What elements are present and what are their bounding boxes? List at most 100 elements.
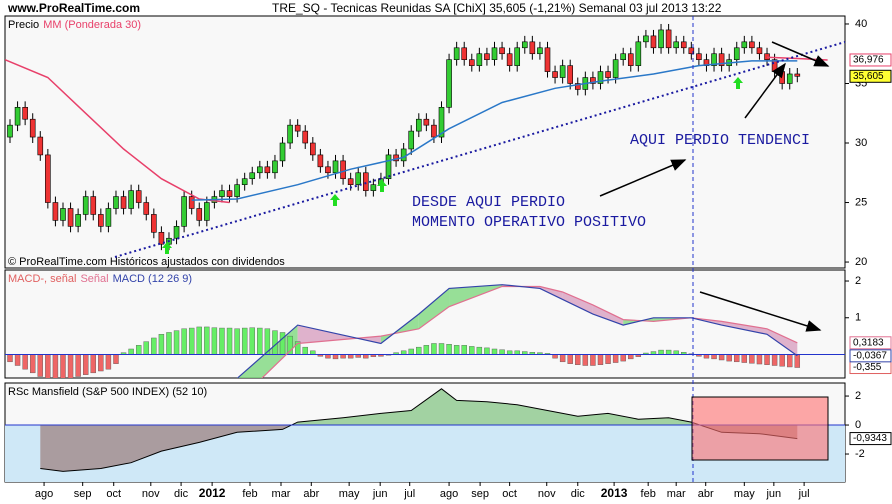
histogram-bar [446, 344, 452, 355]
value-label-box [849, 349, 892, 363]
x-tick-label: oct [106, 488, 121, 500]
histogram-bar [30, 354, 36, 374]
candle-body [643, 35, 649, 43]
y-tick-label: 25 [855, 196, 867, 208]
candle-body [627, 53, 634, 66]
candle-body [506, 53, 513, 66]
histogram-bar [605, 354, 611, 364]
y-tick-label: 2 [855, 275, 861, 287]
candle-body [521, 41, 528, 49]
candle-body [173, 226, 180, 239]
histogram-bar [620, 354, 626, 362]
legend-entry: MACD-, señal [8, 273, 76, 285]
value-label-box [849, 336, 892, 350]
histogram-bar [82, 354, 89, 375]
histogram-bar [734, 354, 740, 363]
annotation: MOMENTO OPERATIVO POSITIVO [412, 214, 646, 231]
histogram-bar [559, 354, 566, 363]
histogram-bar [506, 350, 513, 355]
histogram-bar [756, 354, 763, 365]
histogram-bar [272, 330, 278, 355]
histogram-bar [567, 354, 573, 364]
x-tick-label: may [734, 488, 755, 500]
candle-body [257, 166, 263, 174]
value-label: -0,355 [853, 362, 882, 373]
histogram-bar [196, 326, 202, 355]
histogram-bar [597, 354, 604, 365]
candle-body [135, 190, 142, 203]
candle-body [438, 107, 445, 138]
legend: Precio MM (Ponderada 30) [8, 19, 141, 31]
candle-body [279, 142, 286, 162]
arrow [771, 41, 830, 67]
histogram-bar [158, 334, 165, 355]
histogram-bar [14, 354, 21, 366]
candle-body [680, 41, 687, 49]
candle-body [249, 172, 256, 180]
histogram-bar [749, 354, 755, 364]
candle-body [196, 208, 203, 221]
candle-body [650, 35, 657, 49]
macd-fill [418, 288, 450, 329]
legend-entry: MACD (12 26 9) [113, 273, 192, 285]
candle-body [302, 130, 309, 144]
candle-body [423, 118, 430, 126]
line [40, 388, 798, 472]
candle-body [499, 47, 505, 55]
histogram-bar [113, 354, 119, 364]
candle-body [544, 47, 551, 72]
up-arrow [330, 194, 340, 206]
histogram-bar [302, 346, 308, 355]
candle-body [597, 71, 604, 84]
candle-body [241, 178, 248, 185]
histogram-bar [151, 337, 157, 355]
value-label-box [849, 432, 892, 446]
candle-body [90, 196, 97, 215]
histogram-bar [499, 349, 505, 355]
x-tick-label: oct [502, 488, 517, 500]
overlay: www.ProRealTime.com TRE_SQ - Tecnicas Re… [7, 1, 846, 482]
candle-body [37, 136, 44, 156]
histogram-bar [45, 354, 51, 378]
histogram-bar [484, 347, 490, 355]
arrow [699, 291, 822, 332]
histogram-bar [188, 327, 195, 355]
candle-body [786, 73, 793, 84]
candle-body [620, 53, 626, 60]
candle-body [287, 124, 293, 144]
histogram-bar [771, 354, 778, 366]
candle-body [7, 124, 13, 138]
histogram-bar [135, 345, 142, 355]
candle-body [605, 71, 611, 78]
candle-body [673, 41, 679, 49]
histogram-bar [552, 354, 558, 359]
histogram-bar [340, 354, 346, 359]
histogram-bar [67, 354, 74, 378]
macd-fill [297, 325, 381, 344]
histogram-bar [143, 341, 149, 355]
histogram-bar [257, 327, 263, 355]
histogram-bar [7, 354, 13, 363]
candle-body [272, 160, 278, 174]
histogram-bar [52, 354, 59, 378]
histogram-bar [711, 354, 717, 360]
candle-body [325, 166, 331, 174]
histogram-bar [673, 350, 679, 355]
x-tick-label: may [339, 488, 360, 500]
x-tick-label: feb [242, 488, 257, 500]
legend-entry: RSc Mansfield (S&P 500 INDEX) (52 10) [8, 386, 207, 398]
x-tick-label: jun [765, 488, 781, 500]
histogram-bar [590, 354, 596, 366]
candle-body [408, 130, 415, 150]
candle-body [363, 172, 369, 191]
histogram-bar [726, 354, 732, 362]
histogram-bar [718, 354, 725, 361]
candle-body [400, 148, 407, 162]
candle-body [567, 65, 573, 84]
value-label-box [849, 53, 892, 67]
histogram-bar [431, 343, 437, 355]
up-arrow [377, 180, 387, 192]
histogram-bar [416, 346, 422, 355]
x-tick-label: mar [272, 488, 291, 500]
